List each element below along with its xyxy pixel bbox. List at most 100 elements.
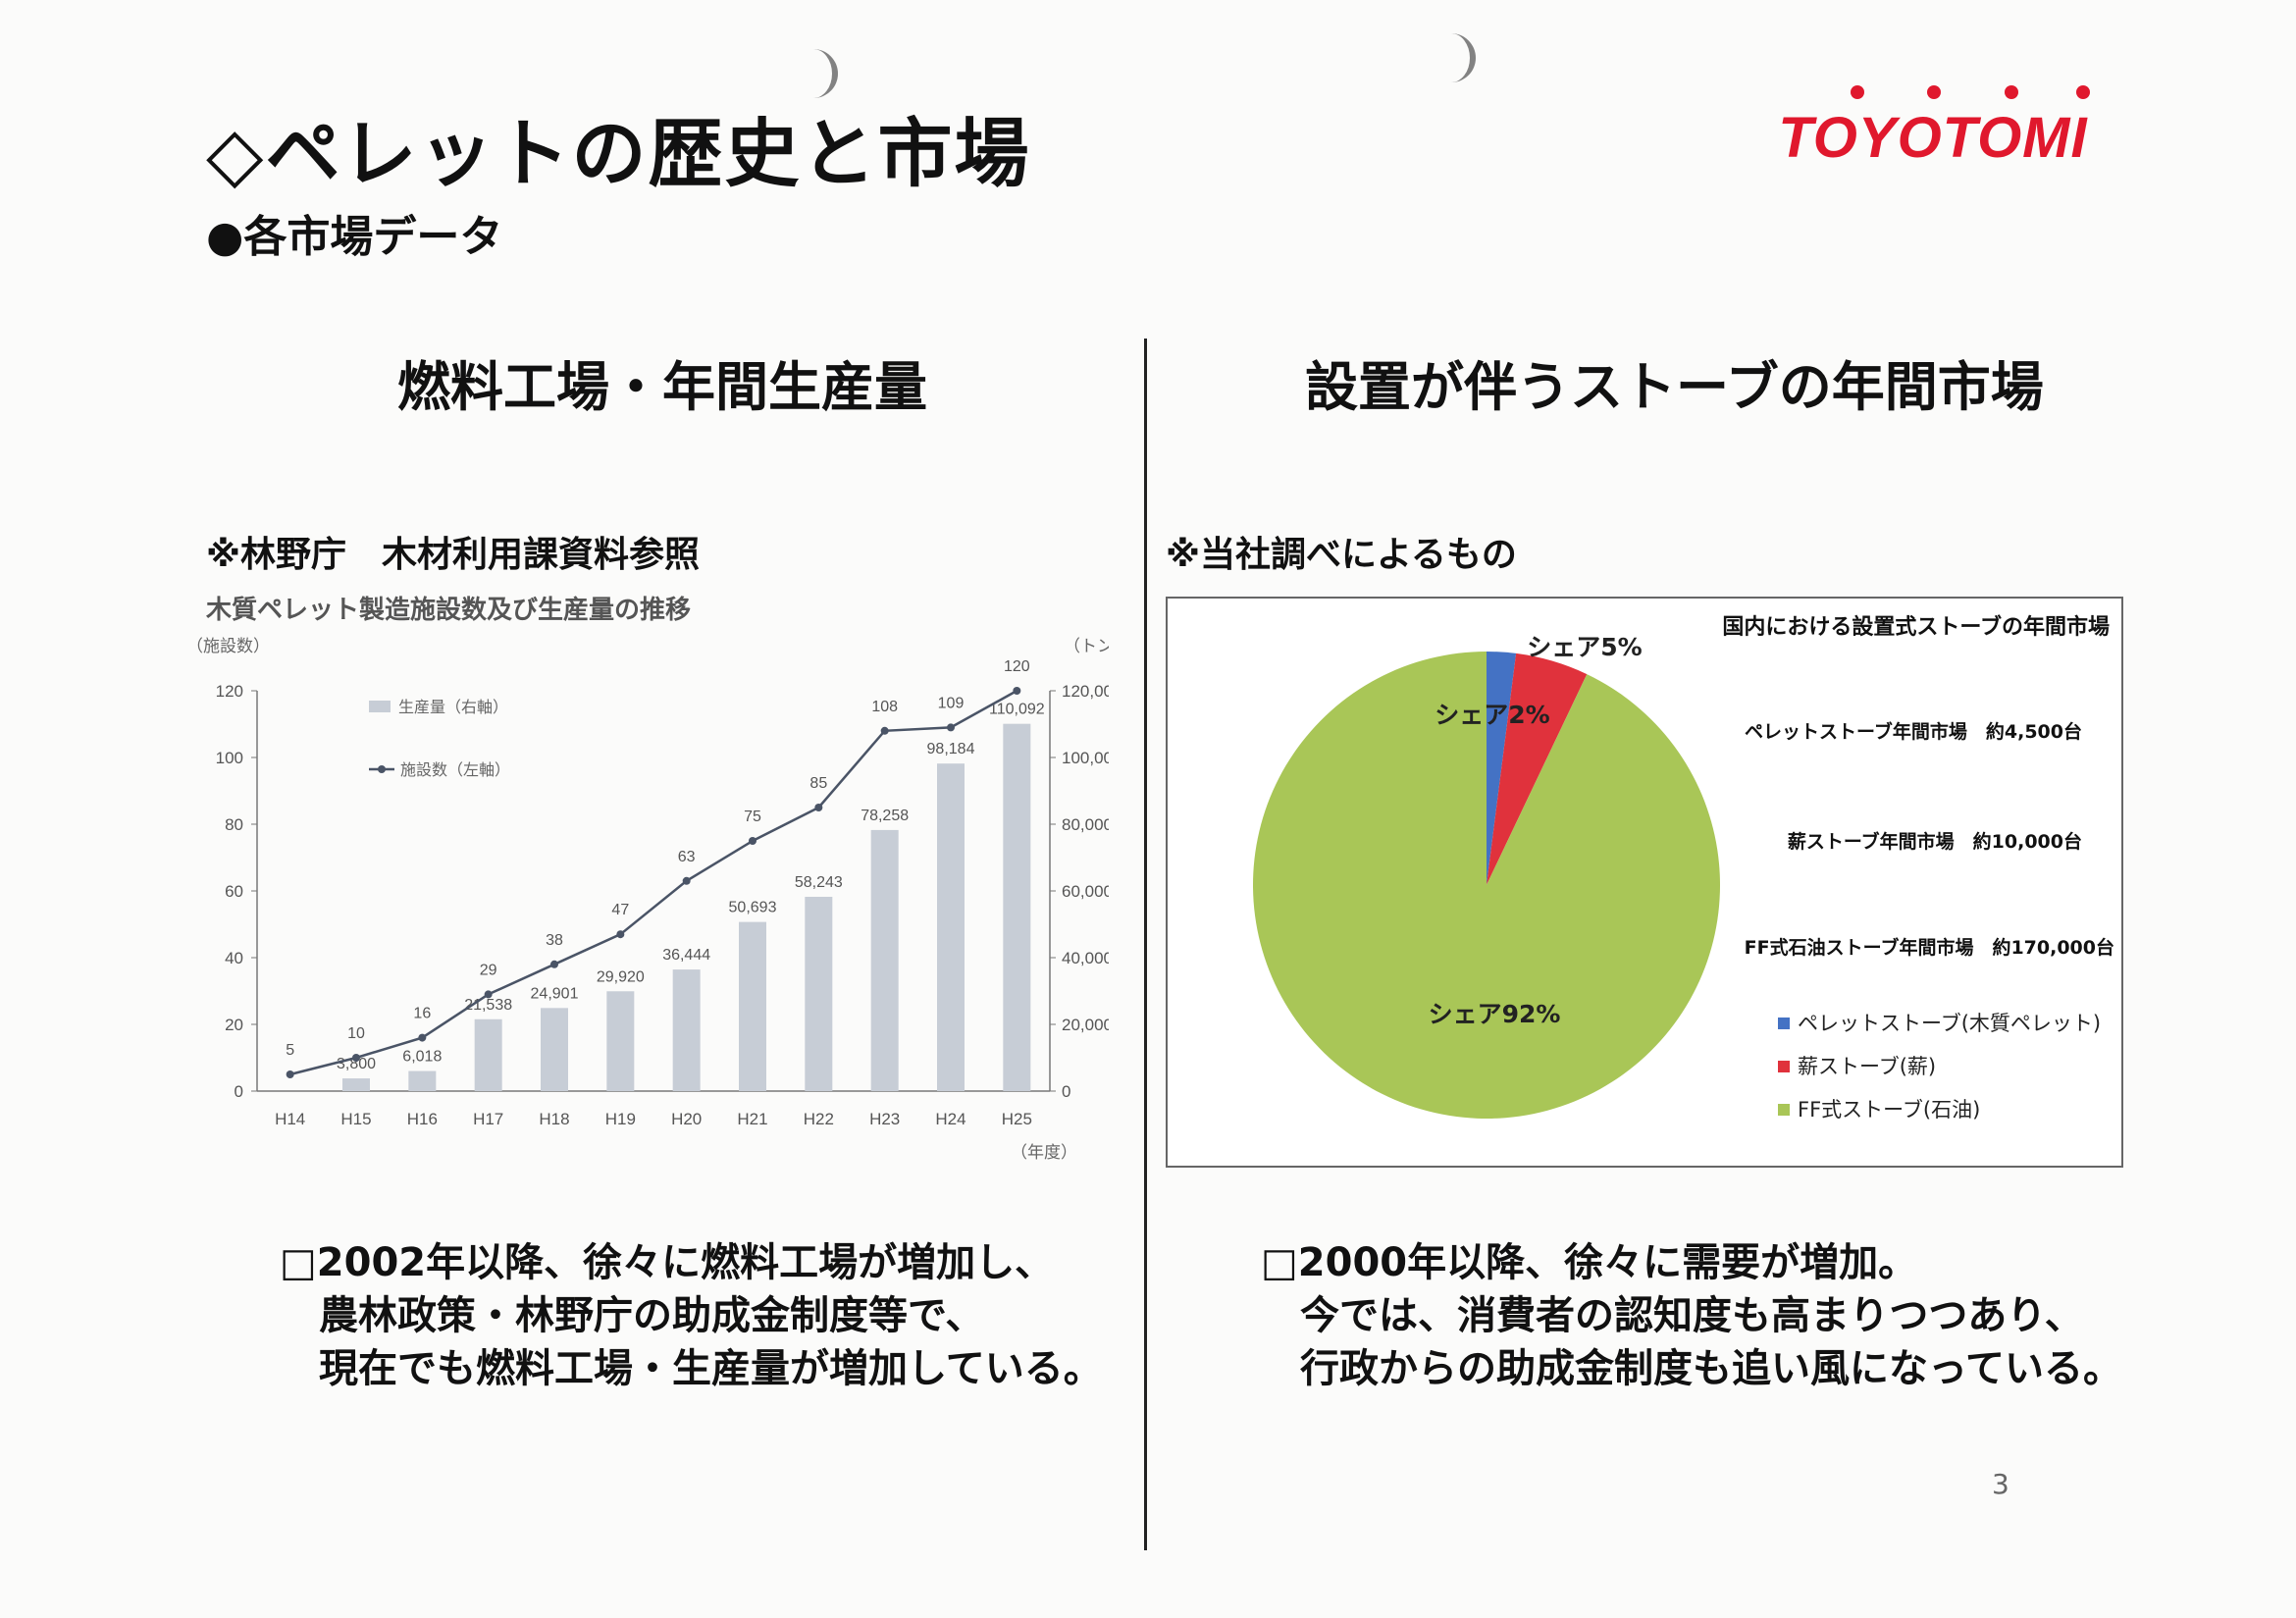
y-right-tick-label: 40,000 xyxy=(1062,949,1109,967)
page-title: ◇ペレットの歴史と市場 xyxy=(206,110,1031,197)
facility-count-label: 38 xyxy=(546,932,563,949)
production-bar-label: 58,243 xyxy=(795,874,843,891)
pellet-production-chart: 木質ペレット製造施設数及び生産量の推移 （施設数） （トン） （年度） 0 20 40 60 8… xyxy=(186,595,1109,1163)
y-right-tick-label: 60,000 xyxy=(1062,882,1109,901)
facility-count-point xyxy=(352,1054,360,1062)
market-size-annotation: ペレットストーブ年間市場 約4,500台 xyxy=(1745,720,2082,743)
y-right-tick-label: 0 xyxy=(1062,1082,1070,1101)
y-left-tick-label: 40 xyxy=(225,949,243,967)
facility-count-point xyxy=(616,930,625,939)
facility-count-point xyxy=(749,837,757,845)
svg-text:TOYOTOMI: TOYOTOMI xyxy=(1778,106,2088,169)
production-bar-label: 36,444 xyxy=(662,947,710,964)
facility-count-point xyxy=(814,804,823,811)
pie-slice-label: シェア2% xyxy=(1435,701,1549,729)
facility-count-label: 63 xyxy=(678,849,696,865)
production-bar xyxy=(606,991,635,1091)
x-tick-label: H17 xyxy=(473,1110,503,1128)
pie-slice xyxy=(1487,652,1588,885)
x-tick-label: H14 xyxy=(275,1110,305,1128)
legend-bar-swatch xyxy=(369,701,391,712)
facility-count-point xyxy=(484,990,493,999)
legend-label: ペレットストーブ(木質ペレット) xyxy=(1798,1012,2101,1035)
facility-count-point xyxy=(947,723,955,732)
y-right-tick-label: 120,000 xyxy=(1062,682,1109,701)
legend-swatch xyxy=(1778,1104,1790,1116)
facility-count-label: 108 xyxy=(871,699,898,715)
pie-slice-label: シェア5% xyxy=(1527,633,1642,661)
x-tick-label: H25 xyxy=(1002,1110,1032,1128)
production-bar-label: 29,920 xyxy=(597,968,645,985)
facility-count-point xyxy=(880,726,889,735)
legend-label: FF式ストーブ(石油) xyxy=(1798,1098,1980,1122)
right-summary-note: □2000年以降、徐々に需要が増加。 今では、消費者の認知度も高まりつつあり、 … xyxy=(1261,1236,2122,1395)
x-axis-label: （年度） xyxy=(1011,1143,1077,1163)
section-divider xyxy=(1144,339,1147,1550)
facility-count-label: 10 xyxy=(347,1025,365,1042)
page-subtitle: ●各市場データ xyxy=(206,212,503,262)
production-bar xyxy=(870,829,899,1091)
production-bar xyxy=(342,1078,370,1091)
y-right-tick-label: 100,000 xyxy=(1062,749,1109,767)
stove-market-pie-chart: シェア2% シェア5% シェア92% 国内における設置式ストーブの年間市場 ペレットスト… xyxy=(1166,597,2123,1168)
y-left-tick-label: 100 xyxy=(216,749,243,767)
pie-slice xyxy=(1487,652,1517,885)
note-line: 今では、消費者の認知度も高まりつつあり、 xyxy=(1261,1293,2084,1338)
punch-hole-mark xyxy=(1440,33,1476,82)
note-line: 農林政策・林野庁の助成金制度等で、 xyxy=(280,1293,985,1338)
legend-swatch xyxy=(1778,1061,1790,1072)
legend-bar-label: 生産量（右軸） xyxy=(398,698,508,716)
legend-label: 薪ストーブ(薪) xyxy=(1798,1055,1936,1078)
x-tick-label: H20 xyxy=(671,1110,702,1128)
production-bar xyxy=(474,1018,502,1091)
y-right-tick-label: 20,000 xyxy=(1062,1016,1109,1034)
facility-count-point xyxy=(550,960,558,968)
production-bar xyxy=(937,763,965,1091)
legend-swatch xyxy=(1778,1018,1790,1029)
note-line: □2002年以降、徐々に燃料工場が増加し、 xyxy=(280,1240,1055,1285)
facility-count-point xyxy=(682,876,691,885)
y-left-tick-label: 0 xyxy=(235,1082,243,1101)
production-bar-label: 98,184 xyxy=(927,741,975,757)
x-tick-label: H24 xyxy=(935,1110,965,1128)
production-bar xyxy=(1003,723,1031,1091)
facility-count-point xyxy=(1013,687,1021,695)
facility-count-point xyxy=(418,1033,427,1042)
x-tick-label: H16 xyxy=(407,1110,438,1128)
facility-count-label: 109 xyxy=(938,695,965,711)
facility-count-point xyxy=(286,1070,294,1078)
y-right-axis-label: （トン） xyxy=(1064,637,1109,656)
page-number: 3 xyxy=(1992,1468,2009,1500)
production-bar xyxy=(408,1070,437,1091)
right-source-note: ※当社調べによるもの xyxy=(1166,535,1517,575)
left-source-note: ※林野庁 木材利用課資料参照 xyxy=(206,535,700,575)
x-tick-label: H19 xyxy=(605,1110,636,1128)
market-size-annotation: 薪ストーブ年間市場 約10,000台 xyxy=(1788,830,2082,853)
production-bar-label: 50,693 xyxy=(729,900,777,916)
toyotomi-logo: TOYOTOMI xyxy=(1778,85,2090,169)
x-tick-label: H22 xyxy=(804,1110,834,1128)
pie-slice xyxy=(1253,652,1720,1119)
market-size-annotation: FF式石油ストーブ年間市場 約170,000台 xyxy=(1745,936,2114,959)
facility-count-label: 120 xyxy=(1004,658,1030,675)
note-line: 現在でも燃料工場・生産量が増加している。 xyxy=(280,1346,1103,1391)
production-bar-label: 6,018 xyxy=(402,1049,442,1066)
legend-line-label: 施設数（左軸） xyxy=(400,760,510,779)
production-bar xyxy=(672,969,701,1091)
note-line: 行政からの助成金制度も追い風になっている。 xyxy=(1261,1346,2122,1391)
x-tick-label: H21 xyxy=(737,1110,767,1128)
y-left-axis-label: （施設数） xyxy=(186,637,270,656)
y-right-tick-label: 80,000 xyxy=(1062,815,1109,834)
left-section-title: 燃料工場・年間生産量 xyxy=(397,356,927,418)
facility-count-label: 5 xyxy=(286,1042,294,1059)
note-line: □2000年以降、徐々に需要が増加。 xyxy=(1261,1240,1918,1285)
right-section-title: 設置が伴うストーブの年間市場 xyxy=(1305,356,2044,418)
production-bar xyxy=(805,896,833,1091)
production-bar-label: 110,092 xyxy=(989,702,1045,718)
y-left-tick-label: 120 xyxy=(216,682,243,701)
pie-chart-title: 国内における設置式ストーブの年間市場 xyxy=(1722,614,2110,640)
x-tick-label: H15 xyxy=(340,1110,371,1128)
facility-count-label: 16 xyxy=(413,1006,431,1022)
y-left-tick-label: 60 xyxy=(225,882,243,901)
y-left-tick-label: 80 xyxy=(225,815,243,834)
